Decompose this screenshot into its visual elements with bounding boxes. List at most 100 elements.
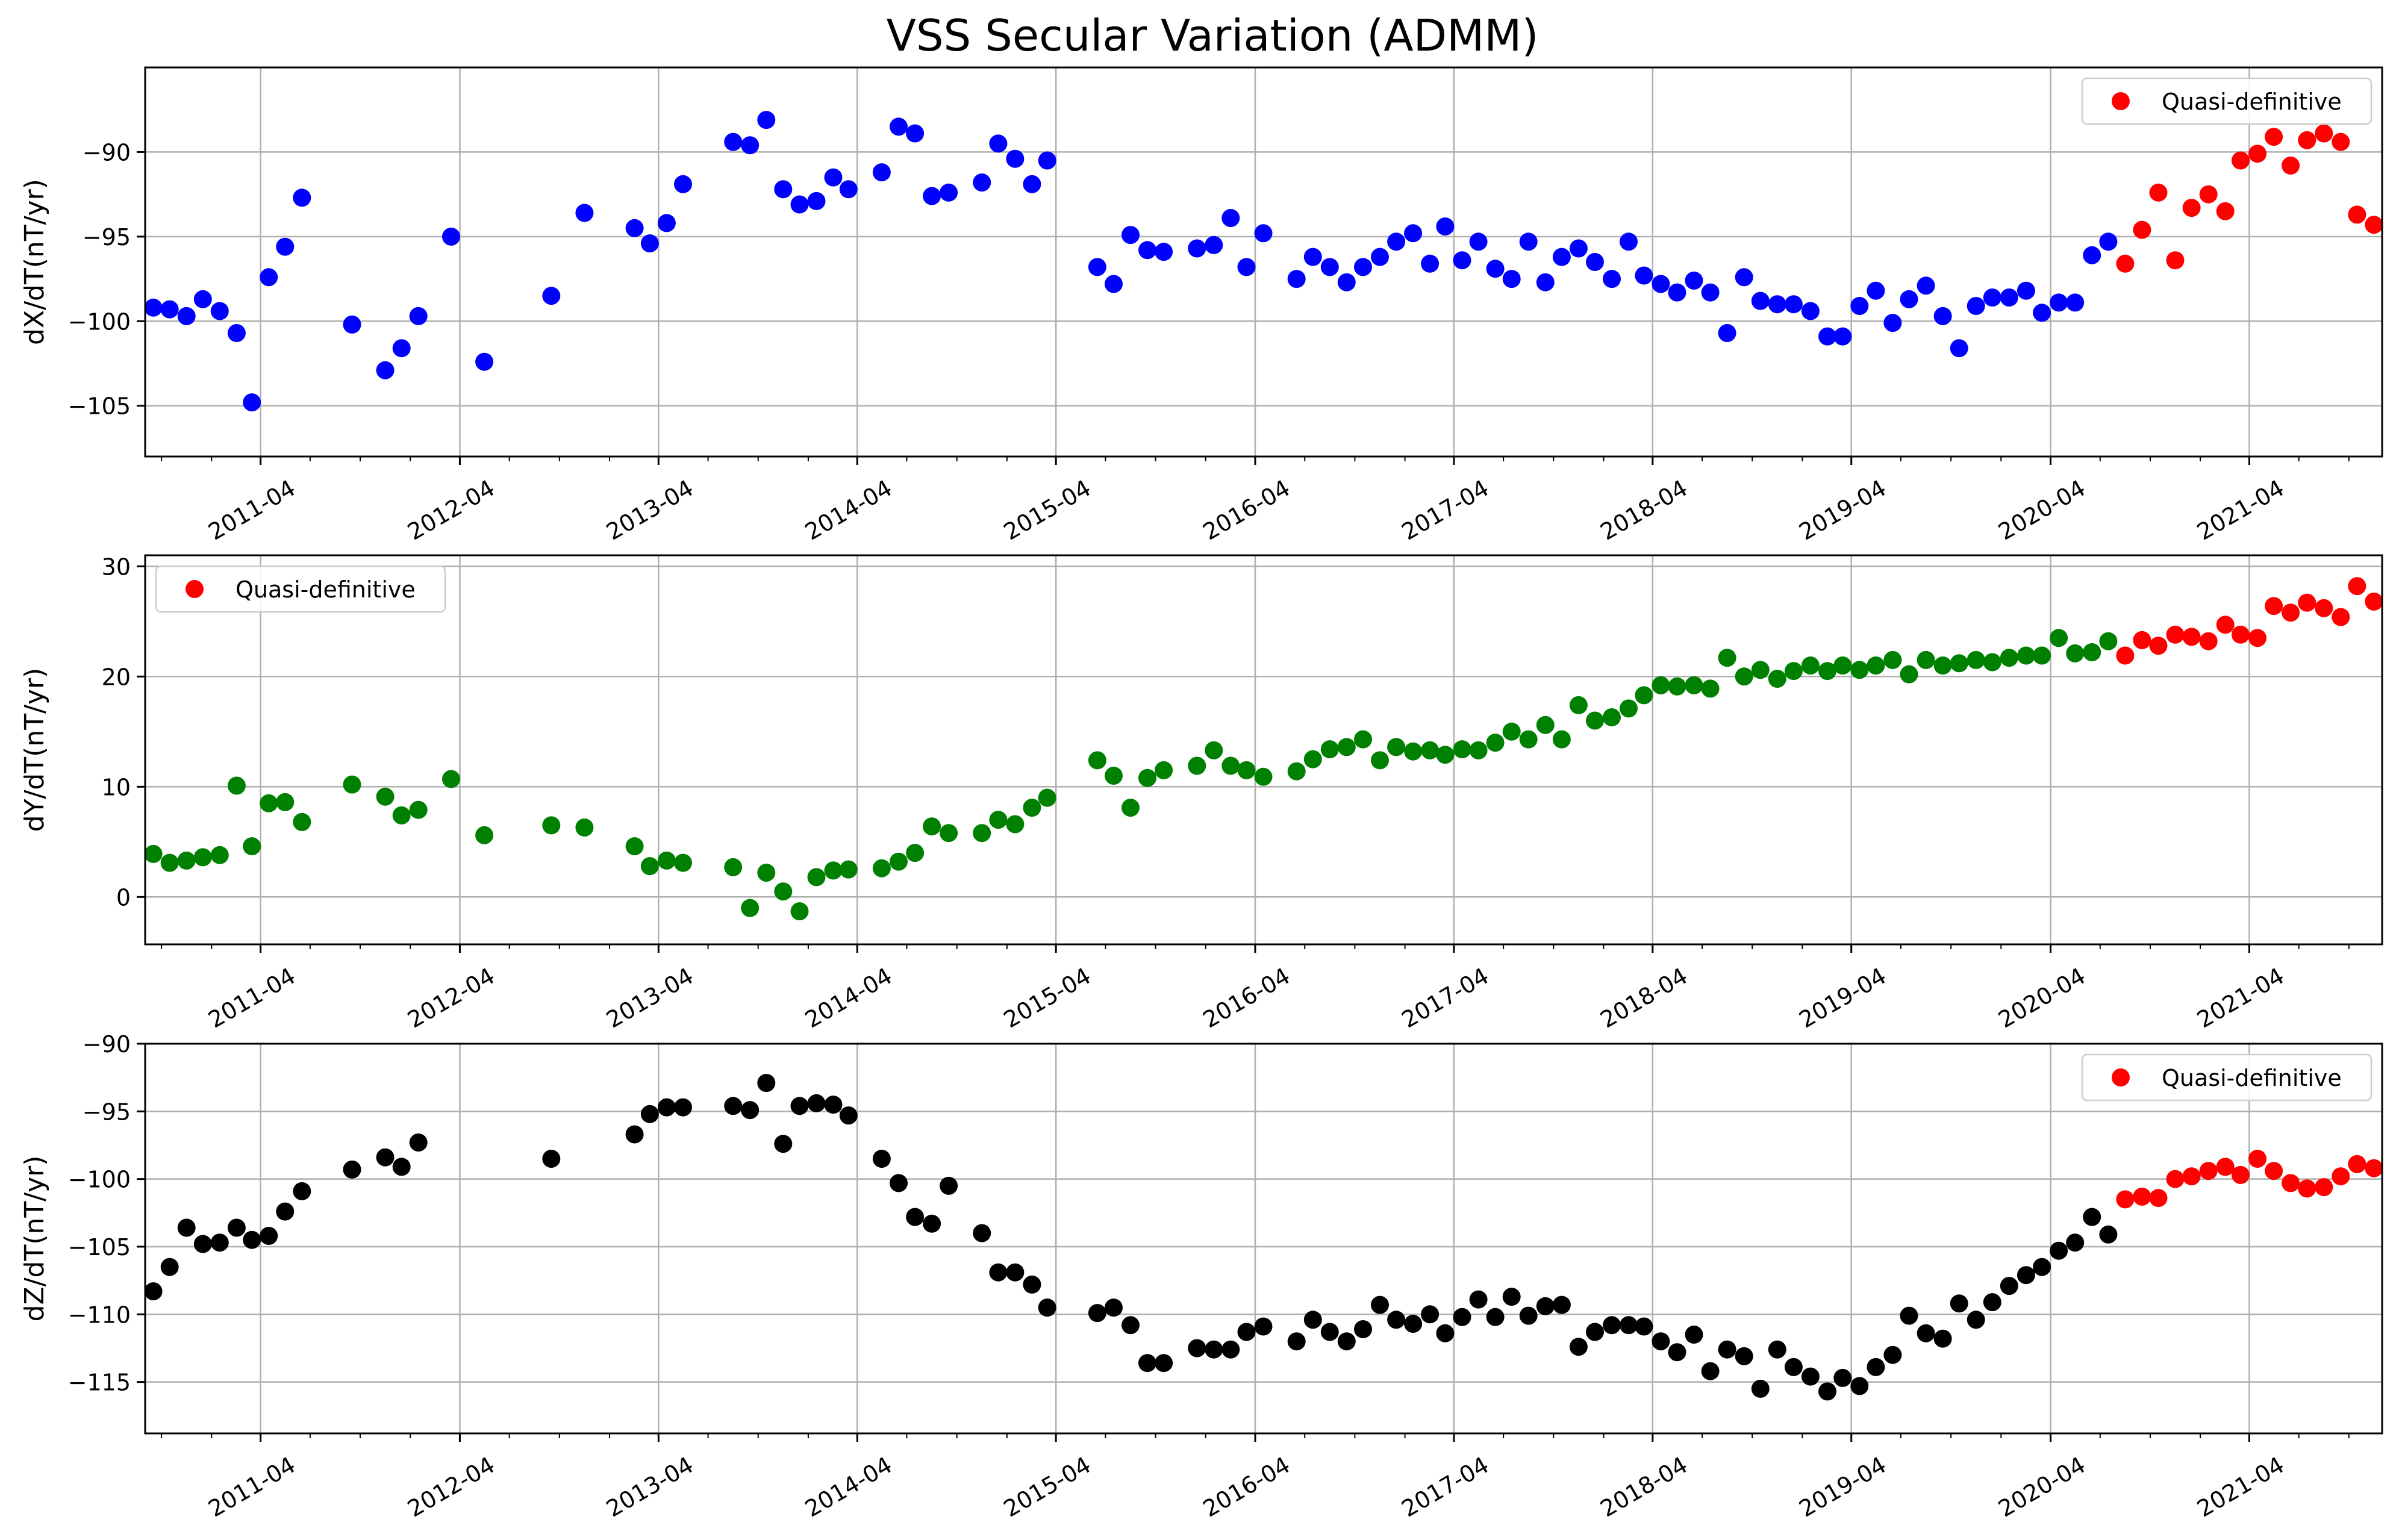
data-point: [1917, 1324, 1935, 1342]
data-point: [2050, 293, 2068, 312]
data-point: [1205, 1340, 1223, 1359]
data-point: [1354, 730, 1372, 749]
data-point: [807, 192, 826, 210]
data-point: [193, 848, 212, 867]
data-point: [1006, 815, 1025, 834]
data-point: [1371, 751, 1389, 770]
data-point: [1668, 283, 1686, 302]
axes-frame: [144, 1043, 2383, 1435]
quasi-definitive-point: [2216, 1158, 2235, 1176]
y-tick-label: 10: [102, 774, 131, 800]
data-point: [442, 227, 460, 246]
data-point: [1387, 232, 1406, 251]
quasi-definitive-point: [2282, 156, 2300, 175]
quasi-definitive-point: [2216, 202, 2235, 220]
data-point: [2017, 281, 2035, 300]
data-point: [475, 826, 494, 844]
data-point: [1668, 1343, 1686, 1362]
data-point: [741, 136, 760, 155]
quasi-definitive-point: [2365, 1159, 2383, 1177]
data-point: [2050, 1241, 2068, 1260]
legend-label: Quasi-definitive: [2162, 89, 2342, 115]
data-point: [575, 204, 594, 222]
data-point: [1337, 738, 1356, 756]
data-point: [1337, 1332, 1356, 1351]
data-point: [542, 287, 561, 305]
data-point: [1354, 1320, 1372, 1338]
data-point: [640, 857, 659, 876]
data-point: [1519, 232, 1538, 251]
quasi-definitive-point: [2265, 1162, 2283, 1180]
data-point: [1718, 324, 1736, 342]
data-point: [657, 1098, 676, 1117]
data-point: [989, 1263, 1008, 1282]
data-point: [1983, 1293, 2001, 1312]
quasi-definitive-point: [2116, 254, 2135, 273]
data-point: [1138, 768, 1156, 787]
quasi-definitive-point: [2199, 1162, 2218, 1180]
data-point: [839, 180, 858, 199]
data-point: [177, 307, 196, 325]
y-tick-label: −95: [83, 1099, 131, 1125]
data-point: [1917, 650, 1935, 669]
data-point: [1833, 1368, 1852, 1387]
data-point: [1502, 270, 1521, 288]
data-point: [1404, 1315, 1423, 1333]
data-point: [741, 1101, 760, 1120]
data-point: [923, 817, 941, 836]
data-point: [1850, 1377, 1869, 1395]
y-tick-label: −110: [68, 1302, 131, 1328]
data-point: [160, 300, 179, 319]
y-tick-label: −105: [68, 1234, 131, 1261]
data-point: [1586, 253, 1604, 271]
data-point: [293, 189, 311, 207]
y-tick-label: 30: [102, 553, 131, 580]
y-tick-label: −105: [68, 393, 131, 420]
data-point: [774, 882, 793, 901]
data-point: [1735, 667, 1753, 686]
data-point: [807, 868, 826, 887]
quasi-definitive-point: [2116, 1190, 2135, 1209]
quasi-definitive-point: [2332, 132, 2350, 151]
quasi-definitive-point: [2298, 1179, 2316, 1198]
data-point: [1287, 762, 1306, 781]
data-point: [2000, 1277, 2018, 1295]
data-point: [1983, 653, 2001, 672]
data-point: [774, 1135, 793, 1153]
data-point: [1685, 1326, 1703, 1344]
data-point: [1536, 1297, 1555, 1315]
data-point: [940, 1176, 958, 1195]
data-point: [824, 168, 843, 187]
data-point: [1121, 799, 1140, 817]
data-point: [1205, 235, 1223, 254]
data-point: [1502, 722, 1521, 741]
data-point: [1635, 686, 1653, 705]
data-point: [824, 861, 843, 880]
quasi-definitive-point: [2166, 251, 2185, 270]
data-point: [1900, 1306, 1918, 1325]
data-point: [1121, 1316, 1140, 1335]
data-point: [2099, 1225, 2118, 1244]
data-point: [1685, 676, 1703, 694]
data-point: [1768, 1340, 1786, 1359]
data-point: [989, 134, 1008, 153]
data-point: [1138, 1354, 1156, 1373]
data-point: [1933, 1329, 1952, 1348]
data-point: [1718, 649, 1736, 667]
quasi-definitive-point: [2232, 1165, 2250, 1184]
quasi-definitive-point: [2265, 597, 2283, 616]
y-tick-label: 20: [102, 664, 131, 690]
data-point: [1620, 699, 1638, 718]
data-point: [2033, 304, 2051, 322]
y-tick-label: −90: [83, 139, 131, 166]
legend-box: [2081, 1053, 2372, 1102]
data-point: [1105, 767, 1123, 785]
data-point: [923, 187, 941, 205]
data-point: [1453, 1308, 1471, 1326]
quasi-definitive-point: [2182, 199, 2201, 217]
data-point: [674, 1098, 692, 1117]
data-point: [940, 183, 958, 202]
data-point: [2017, 646, 2035, 665]
quasi-definitive-point: [2298, 131, 2316, 149]
data-point: [1833, 656, 1852, 675]
